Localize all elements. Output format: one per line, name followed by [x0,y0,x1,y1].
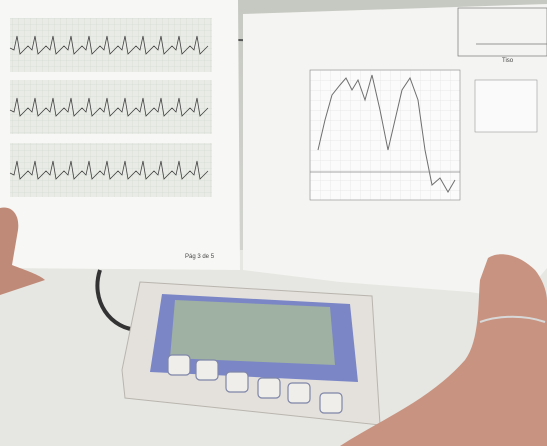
device-button [258,378,280,398]
chart-legend [475,80,537,132]
strip-grid [10,80,212,134]
corner-label: Tiso [502,58,514,64]
device-button [168,355,190,375]
lcd-screen [170,300,335,365]
device-button [320,393,342,413]
device-button [196,360,218,380]
strip-grid [10,18,212,72]
photo: Tiso Pág 3 de 5 [0,0,547,446]
sheet-footer: Pág 3 de 5 [185,254,215,260]
device-button [226,372,248,392]
device-button [288,383,310,403]
page: Tiso Pág 3 de 5 (() => { const data = JS… [0,0,547,446]
strip-grid [10,143,212,197]
ecg-strips [10,18,212,197]
